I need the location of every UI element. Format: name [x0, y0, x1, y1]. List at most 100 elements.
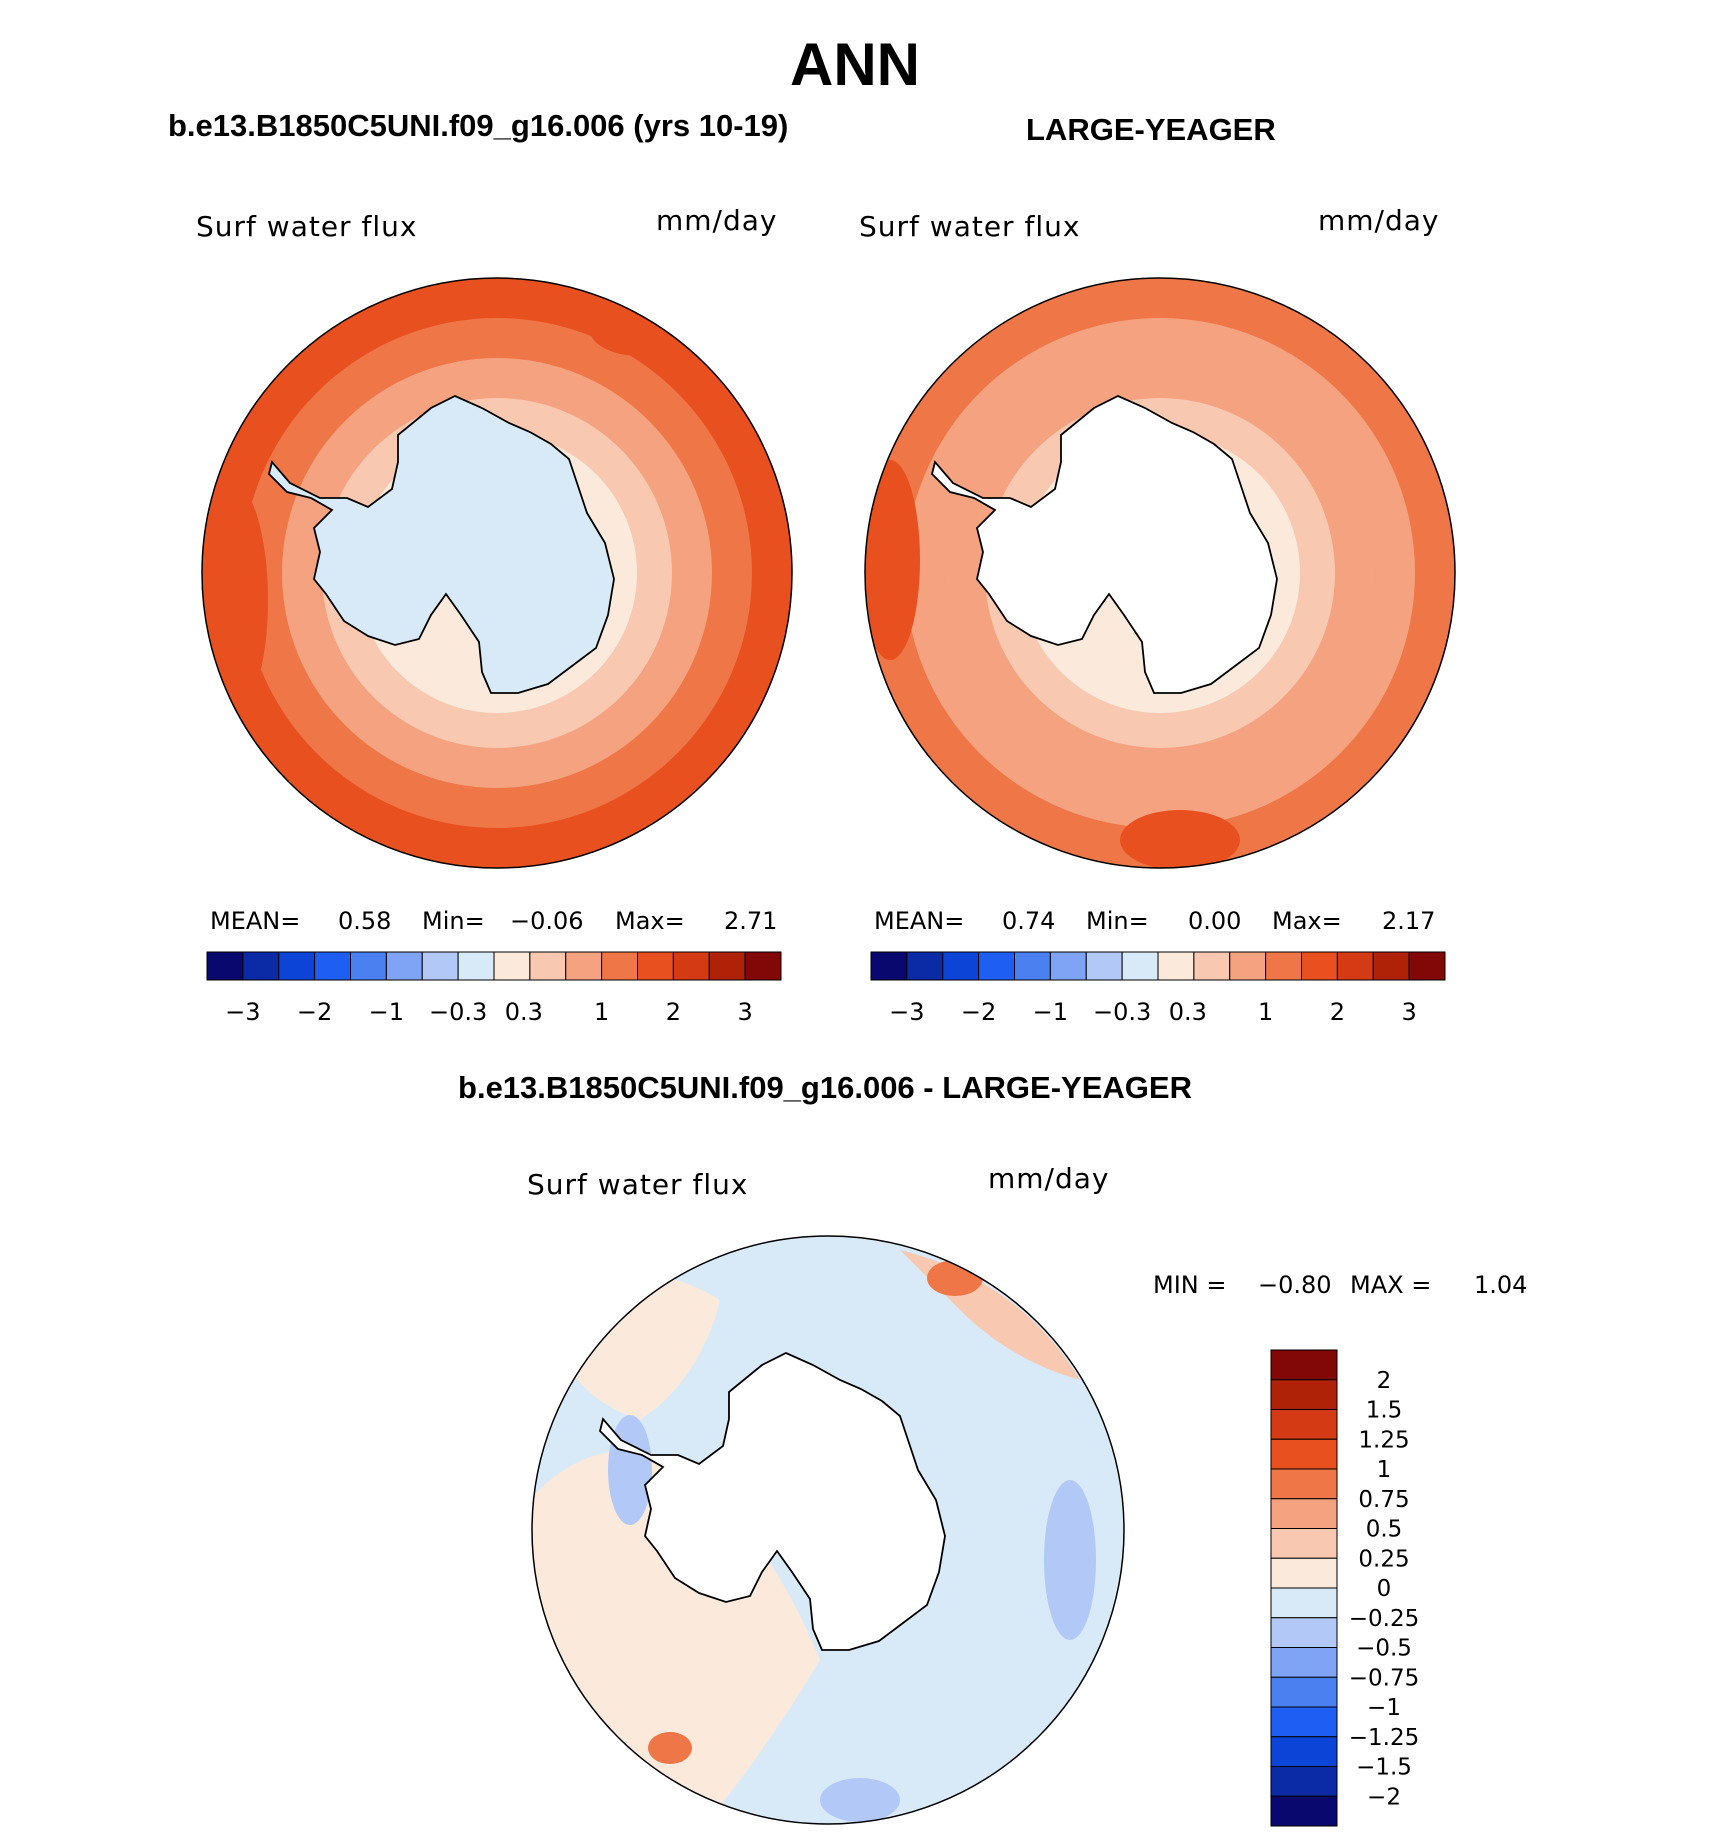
map-3: [531, 1235, 1125, 1825]
colorbar-swatch: [1014, 951, 1051, 981]
colorbar-swatch: [529, 951, 567, 981]
colorbar-tick-label: 0.75: [1358, 1487, 1409, 1513]
panel-3-max-label: MAX =: [1350, 1271, 1432, 1299]
colorbar-swatch: [314, 951, 351, 981]
colorbar-tick-label: 3: [737, 998, 752, 1026]
colorbar-swatch: [708, 951, 746, 981]
colorbar-tick-label: −0.5: [1356, 1636, 1412, 1662]
colorbar-swatch: [278, 951, 316, 981]
panel-1-max-value: 2.71: [724, 907, 778, 935]
colorbar-1: −3 −2 −1 −0.3 0.3 1 2 3: [206, 951, 782, 1026]
colorbar-tick-label: 1.5: [1366, 1398, 1403, 1424]
panel-3-variable-label: Surf water flux: [527, 1168, 749, 1201]
map-1: [201, 277, 793, 869]
map-3-southwest-maximum: [648, 1732, 692, 1764]
colorbar-swatch: [601, 951, 638, 981]
map-2: [864, 277, 1456, 869]
colorbar-swatch: [1372, 951, 1410, 981]
colorbar-difference: 2 1.5 1.25 1 0.75 0.5 0.25 0 −0.25 −0.5 −0.75 −1 −1.…: [1270, 1349, 1419, 1827]
colorbar-swatch: [1157, 951, 1195, 981]
map-3-border: [531, 1235, 1125, 1825]
colorbar-swatch: [1265, 951, 1302, 981]
panel-2-title: LARGE-YEAGER: [1026, 112, 1276, 147]
colorbar-swatch: [1270, 1498, 1338, 1529]
panel-3-min-label: MIN =: [1153, 1271, 1227, 1299]
colorbar-tick-label: −1.25: [1349, 1725, 1419, 1751]
colorbar-tick-label: 1: [1258, 998, 1273, 1026]
colorbar-swatch: [1085, 951, 1123, 981]
colorbar-swatch: [1270, 1617, 1338, 1648]
panel-1-min-value: −0.06: [510, 907, 584, 935]
colorbar-swatch: [1336, 951, 1374, 981]
panel-1-units-label: mm/day: [656, 204, 778, 237]
panel-1-min-label: Min=: [422, 907, 485, 935]
colorbar-swatch: [1270, 1766, 1338, 1797]
colorbar-tick-label: 2: [1377, 1368, 1392, 1394]
colorbar-swatch: [1270, 1676, 1338, 1708]
panel-2-max-value: 2.17: [1382, 907, 1436, 935]
panel-2-min-label: Min=: [1086, 907, 1149, 935]
colorbar-tick-label: 0: [1377, 1576, 1392, 1602]
colorbar-swatch: [1270, 1795, 1338, 1827]
colorbar-swatch: [672, 951, 710, 981]
colorbar-swatch: [1270, 1557, 1338, 1589]
colorbar-tick-label: −0.25: [1349, 1606, 1419, 1632]
panel-1-mean-label: MEAN=: [210, 907, 301, 935]
map-3-northeast-maximum: [927, 1260, 983, 1296]
panel-1-title: b.e13.B1850C5UNI.f09_g16.006 (yrs 10-19): [168, 108, 789, 143]
colorbar-swatch: [1270, 1647, 1338, 1678]
colorbar-swatch: [1229, 951, 1267, 981]
colorbar-swatch: [1270, 1349, 1338, 1381]
colorbar-swatch: [242, 951, 280, 981]
colorbar-2: −3 −2 −1 −0.3 0.3 1 2 3: [870, 951, 1446, 1026]
colorbar-swatch: [637, 951, 674, 981]
colorbar-swatch: [906, 951, 944, 981]
colorbar-swatch: [1049, 951, 1087, 981]
colorbar-swatch: [942, 951, 980, 981]
colorbar-swatch: [350, 951, 387, 981]
colorbar-swatch: [1193, 951, 1231, 981]
panel-2-mean-value: 0.74: [1002, 907, 1056, 935]
colorbar-swatch: [1270, 1468, 1338, 1500]
colorbar-tick-label: 1: [1377, 1457, 1392, 1483]
panel-3-units-label: mm/day: [988, 1162, 1110, 1195]
colorbar-tick-label: 3: [1401, 998, 1416, 1026]
colorbar-tick-label: −3: [225, 998, 260, 1026]
colorbar-tick-label: −0.75: [1349, 1665, 1419, 1691]
colorbar-swatch: [1301, 951, 1338, 981]
colorbar-tick-label: −2: [297, 998, 332, 1026]
panel-3-min-value: −0.80: [1258, 1271, 1332, 1299]
panel-1-variable-label: Surf water flux: [196, 210, 418, 243]
main-title: ANN: [790, 31, 920, 98]
panel-2-min-value: 0.00: [1188, 907, 1242, 935]
colorbar-tick-label: 0.3: [1169, 998, 1207, 1026]
panel-3-max-value: 1.04: [1474, 1271, 1528, 1299]
colorbar-swatch: [206, 951, 244, 981]
colorbar-swatch: [493, 951, 531, 981]
panel-1-max-label: Max=: [615, 907, 685, 935]
panel-2-mean-label: MEAN=: [874, 907, 965, 935]
colorbar-swatch: [457, 951, 495, 981]
panel-3-title: b.e13.B1850C5UNI.f09_g16.006 - LARGE-YEA…: [458, 1070, 1192, 1105]
colorbar-swatch: [1270, 1587, 1338, 1619]
colorbar-swatch: [870, 951, 908, 981]
map-3-south-negative: [820, 1778, 900, 1822]
colorbar-tick-label: 1: [594, 998, 609, 1026]
map-2-border: [864, 277, 1456, 869]
colorbar-swatch: [978, 951, 1015, 981]
map-3-east-negative: [1044, 1480, 1096, 1640]
panel-2-max-label: Max=: [1272, 907, 1342, 935]
colorbar-tick-label: 2: [1330, 998, 1345, 1026]
colorbar-tick-label: −3: [889, 998, 924, 1026]
panel-2-units-label: mm/day: [1318, 204, 1440, 237]
colorbar-tick-label: 0.25: [1358, 1546, 1409, 1572]
colorbar-tick-label: 1.25: [1358, 1427, 1409, 1453]
colorbar-tick-label: −1: [1367, 1695, 1401, 1721]
map-2-west-maximum: [865, 460, 920, 660]
colorbar-swatch: [1270, 1706, 1338, 1738]
colorbar-tick-label: −2: [1367, 1784, 1401, 1810]
colorbar-tick-label: −0.3: [1093, 998, 1151, 1026]
colorbar-swatch: [1270, 1409, 1338, 1440]
colorbar-tick-label: 0.5: [1366, 1517, 1403, 1543]
colorbar-tick-label: −2: [961, 998, 996, 1026]
